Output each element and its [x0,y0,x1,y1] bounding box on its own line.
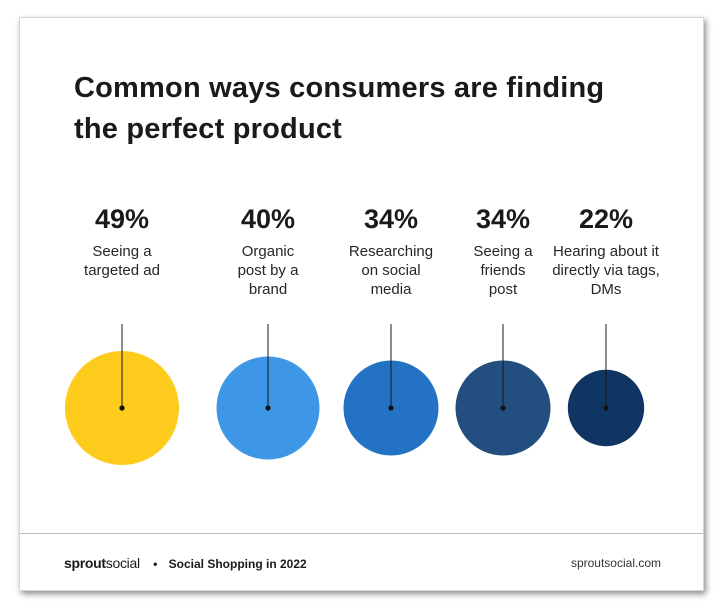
bubble-center-dot [500,405,506,411]
value-label: 49% [94,204,150,234]
bubble-chart [65,324,645,465]
footer-url: sproutsocial.com [570,556,661,570]
category-label: Seeing a targeted ad [84,243,160,279]
brand-logo-part: social [105,555,140,571]
bubble-center-dot [265,405,271,411]
bubble-center-dot [388,405,394,411]
chart-title: Common ways consumers are finding the pe… [74,72,605,145]
value-label: 34% [363,204,419,234]
footer-brand: sproutsocial • Social Shopping in 2022 [64,555,307,571]
value-label: 40% [240,204,296,234]
value-label: 34% [475,204,531,234]
bubble-center-dot [603,405,609,411]
category-label: Organic post by a brand [237,243,299,298]
category-label: Researching on social media [348,243,434,298]
footer-divider [20,533,703,534]
report-name: Social Shopping in 2022 [168,557,307,571]
value-label: 22% [578,204,634,234]
brand-logo-part: sprout [64,555,106,571]
bubble-center-dot [119,405,125,411]
infographic-card: Common ways consumers are finding the pe… [19,17,704,591]
category-label: Seeing a friends post [473,243,533,298]
category-label: Hearing about it directly via tags, DMs [552,243,660,298]
footer-separator: • [153,557,158,571]
